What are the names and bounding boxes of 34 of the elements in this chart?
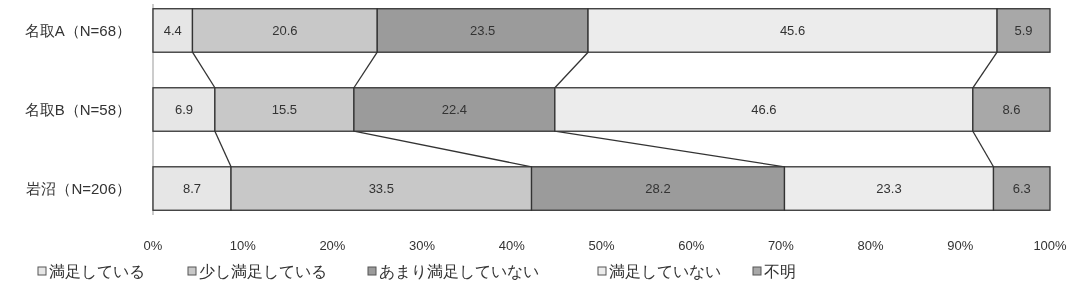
data-label: 33.5 [368,181,394,197]
data-label: 28.2 [645,181,671,197]
data-label: 23.3 [876,181,902,197]
data-label: 4.4 [163,23,182,39]
x-tick-label: 50% [588,238,615,253]
x-tick-label: 30% [409,238,436,253]
x-tick-label: 90% [947,238,974,253]
data-label: 6.3 [1012,181,1031,197]
y-tick-label: 岩沼（N=206） [26,179,131,197]
y-tick-label: 名取A（N=68） [24,21,131,39]
legend-label: 少し満足している [199,262,327,280]
y-tick-label: 名取B（N=58） [24,100,131,118]
x-tick-label: 60% [678,238,705,253]
data-label: 8.7 [182,181,202,197]
x-tick-label: 0% [143,238,163,253]
data-label: 5.9 [1014,23,1033,39]
x-tick-label: 40% [498,238,526,253]
legend-label: 満足している [49,262,145,280]
data-label: 46.6 [751,102,777,118]
data-label: 15.5 [271,102,298,118]
x-tick-label: 20% [319,238,346,253]
legend-label: あまり満足していない [379,262,539,280]
data-label: 22.4 [441,102,468,118]
data-label: 6.9 [174,102,193,118]
data-label: 8.6 [1002,102,1021,118]
x-tick-label: 100% [1033,238,1068,253]
data-label: 45.6 [779,23,806,39]
data-label: 20.6 [272,23,298,39]
x-tick-label: 70% [767,238,795,253]
x-tick-label: 10% [229,238,257,253]
data-label: 23.5 [469,23,496,39]
x-tick-label: 80% [857,238,885,253]
legend-label: 満足していない [609,262,721,280]
legend-label: 不明 [764,262,796,280]
